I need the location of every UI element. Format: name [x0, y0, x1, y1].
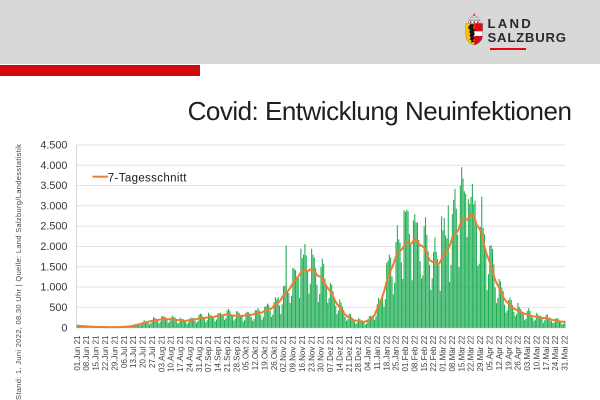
svg-text:31.Aug 21: 31.Aug 21 [195, 335, 204, 372]
svg-text:10.Mai 22: 10.Mai 22 [532, 335, 541, 371]
svg-text:19.Apr 22: 19.Apr 22 [504, 335, 513, 370]
svg-text:3.000: 3.000 [40, 200, 67, 212]
svg-text:3.500: 3.500 [40, 180, 67, 192]
svg-text:28.Dez 21: 28.Dez 21 [354, 335, 363, 372]
svg-text:28.Sep 21: 28.Sep 21 [232, 335, 241, 372]
svg-text:14.Sep 21: 14.Sep 21 [214, 335, 223, 372]
svg-text:15.Feb 22: 15.Feb 22 [420, 335, 429, 372]
svg-text:31.Mai 22: 31.Mai 22 [561, 335, 570, 371]
svg-text:01.Mär 22: 01.Mär 22 [439, 335, 448, 372]
svg-text:21.Sep 21: 21.Sep 21 [223, 335, 232, 372]
svg-text:09.Nov 21: 09.Nov 21 [289, 335, 298, 372]
svg-text:01.Feb 22: 01.Feb 22 [401, 335, 410, 372]
svg-text:29.Mär 22: 29.Mär 22 [476, 335, 485, 372]
svg-text:17.Mai 22: 17.Mai 22 [542, 335, 551, 371]
svg-text:20.Jul 21: 20.Jul 21 [139, 335, 148, 368]
svg-text:26.Okt 21: 26.Okt 21 [270, 335, 279, 370]
svg-text:26.Apr 22: 26.Apr 22 [514, 335, 523, 370]
svg-text:11.Jan 22: 11.Jan 22 [373, 335, 382, 370]
svg-text:08.Jun 21: 08.Jun 21 [82, 335, 91, 371]
svg-text:05.Okt 21: 05.Okt 21 [242, 335, 251, 370]
svg-text:07.Sep 21: 07.Sep 21 [204, 335, 213, 372]
svg-text:13.Jul 21: 13.Jul 21 [129, 335, 138, 368]
svg-text:05.Apr 22: 05.Apr 22 [486, 335, 495, 370]
svg-text:29.Jun 21: 29.Jun 21 [110, 335, 119, 371]
svg-text:22.Mär 22: 22.Mär 22 [467, 335, 476, 372]
svg-text:1.000: 1.000 [40, 282, 67, 294]
svg-text:10.Aug 21: 10.Aug 21 [167, 335, 176, 372]
svg-text:01.Jun 21: 01.Jun 21 [73, 335, 82, 371]
svg-text:23.Nov 21: 23.Nov 21 [307, 335, 316, 372]
svg-text:1.500: 1.500 [40, 261, 67, 273]
svg-text:12.Apr 22: 12.Apr 22 [495, 335, 504, 370]
svg-text:08.Feb 22: 08.Feb 22 [411, 335, 420, 372]
svg-text:03.Aug 21: 03.Aug 21 [157, 335, 166, 372]
svg-text:12.Okt 21: 12.Okt 21 [251, 335, 260, 370]
svg-text:15.Jun 21: 15.Jun 21 [92, 335, 101, 371]
svg-text:08.Mär 22: 08.Mär 22 [448, 335, 457, 372]
svg-text:30.Nov 21: 30.Nov 21 [317, 335, 326, 372]
svg-text:24.Mai 22: 24.Mai 22 [551, 335, 560, 371]
svg-text:4.500: 4.500 [40, 140, 67, 152]
svg-text:24.Aug 21: 24.Aug 21 [185, 335, 194, 372]
svg-text:17.Aug 21: 17.Aug 21 [176, 335, 185, 372]
svg-text:4.000: 4.000 [40, 160, 67, 172]
svg-text:500: 500 [49, 302, 67, 314]
svg-text:27.Jul 21: 27.Jul 21 [148, 335, 157, 368]
svg-text:19.Okt 21: 19.Okt 21 [260, 335, 269, 370]
svg-text:7-Tagesschnitt: 7-Tagesschnitt [108, 172, 188, 184]
svg-text:Stand: 1. Juni 2022, 08.30 U: Stand: 1. Juni 2022, 08.30 Uhr | Quelle:… [14, 144, 23, 400]
svg-text:06.Jul 21: 06.Jul 21 [120, 335, 129, 368]
svg-text:04.Jan 22: 04.Jan 22 [364, 335, 373, 371]
svg-text:2.000: 2.000 [40, 241, 67, 253]
svg-text:07.Dez 21: 07.Dez 21 [326, 335, 335, 372]
svg-text:0: 0 [61, 322, 67, 334]
svg-text:14.Dez 21: 14.Dez 21 [336, 335, 345, 372]
svg-text:16.Nov 21: 16.Nov 21 [298, 335, 307, 372]
svg-text:15.Mär 22: 15.Mär 22 [457, 335, 466, 372]
svg-text:03.Mai 22: 03.Mai 22 [523, 335, 532, 371]
svg-text:2.500: 2.500 [40, 221, 67, 233]
svg-text:25.Jan 22: 25.Jan 22 [392, 335, 401, 371]
svg-text:18.Jan 22: 18.Jan 22 [382, 335, 391, 371]
svg-text:22.Feb 22: 22.Feb 22 [429, 335, 438, 372]
svg-text:22.Jun 21: 22.Jun 21 [101, 335, 110, 371]
svg-text:02.Nov 21: 02.Nov 21 [279, 335, 288, 372]
svg-text:21.Dez 21: 21.Dez 21 [345, 335, 354, 372]
